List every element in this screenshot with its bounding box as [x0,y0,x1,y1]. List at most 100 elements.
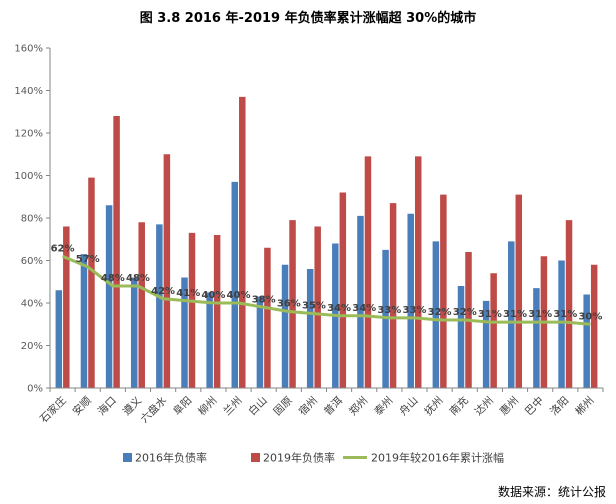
data-label: 40% [201,290,225,301]
bar-2019 [264,247,271,388]
legend-swatch [251,453,260,462]
data-label: 62% [51,243,75,254]
x-tick-label: 洛阳 [547,394,571,418]
growth-line-path [61,254,591,326]
bar-2019 [63,226,70,388]
bar-2016 [533,288,540,388]
x-tick-label: 石家庄 [37,394,68,425]
bar-2016 [407,213,414,388]
chart-title: 图 3.8 2016 年-2019 年负债率累计涨幅超 30%的城市 [140,10,477,26]
bar-2019 [239,96,246,388]
x-tick-label: 郑州 [346,394,370,418]
data-label: 33% [377,305,401,316]
y-tick-label: 60% [21,256,43,267]
data-label: 42% [151,286,175,297]
bar-2016 [583,294,590,388]
x-tick-label: 安顺 [70,394,94,418]
bar-2016 [482,300,490,388]
legend-label: 2016年负债率 [135,451,207,465]
data-labels: 62%57%48% 48%42% 41% 40% 40% 38% 36% 35% 34% 34% 3… [51,243,603,322]
y-tick-label: 160% [14,44,43,55]
bar-2016 [55,290,63,388]
x-tick-label: 达州 [473,395,496,418]
y-axis: 0% 20% 40% 60% 80% 100% 120% 140% 160% [14,44,51,395]
data-label: 31% [478,309,502,320]
bar-2016 [130,277,138,388]
x-tick-label: 六盘水 [138,394,170,426]
y-tick-label: 80% [21,214,43,225]
bar-2016 [256,296,264,388]
bar-2016 [105,205,113,388]
x-tick-label: 兰州 [221,394,245,418]
data-label: 35% [302,301,326,312]
y-tick-label: 0% [27,384,43,395]
bar-2016 [306,269,314,388]
x-tick-label: 固原 [272,395,295,418]
data-label: 32% [428,307,452,318]
bar-2019 [590,264,598,388]
data-label: 57% [76,254,100,265]
bar-2016 [558,260,565,388]
legend-label: 2019年较2016年累计涨幅 [371,451,504,465]
legend: 2016年负债率 2019年负债率 2019年较2016年累计涨幅 [123,451,504,465]
y-tick-label: 20% [21,341,43,352]
bar-2019 [565,220,573,388]
x-tick-label: 舟山 [397,394,421,418]
x-tick-label: 普洱 [321,394,345,418]
y-tick-label: 120% [14,129,43,140]
data-label: 36% [277,299,301,310]
bar-2019 [440,194,447,388]
bar-2019 [88,177,95,388]
bar-2019 [113,116,120,388]
x-tick-label: 柳州 [195,394,219,418]
x-tick-label: 阜阳 [170,394,194,418]
bar-2016 [206,292,213,388]
bar-2016 [231,181,239,388]
x-tick-label: 海口 [95,394,119,418]
bar-2019 [314,226,321,388]
x-tick-label: 巴中 [522,394,546,418]
data-label: 33% [403,305,427,316]
x-tick-label: 惠州 [497,394,521,418]
bar-2019 [339,192,347,388]
x-tick-label: 宿州 [296,394,320,418]
y-tick-label: 40% [21,299,43,310]
data-label: 34% [352,303,376,314]
x-tick-label: 泰州 [371,394,395,418]
data-label: 32% [453,307,477,318]
data-label: 30% [578,311,602,322]
bar-2019 [364,156,372,388]
data-label: 48% [101,273,125,284]
bar-2016 [508,241,515,388]
legend-swatch [123,453,132,462]
bar-2019 [414,156,422,388]
data-label: 40% [227,290,251,301]
x-tick-label: 南充 [447,394,471,418]
bar-2019 [490,273,497,388]
data-label: 31% [528,309,552,320]
bar-2019 [188,232,196,388]
bar-2016 [457,286,465,388]
bar-2019 [213,235,221,388]
bar-2016 [181,277,188,388]
bars [55,96,598,388]
data-label: 31% [503,309,527,320]
data-label: 41% [176,288,200,299]
y-tick-label: 140% [14,86,43,97]
x-tick-label: 郴州 [573,394,597,418]
bar-2019 [163,154,171,388]
bar-2016 [357,215,364,388]
y-tick-label: 100% [14,171,43,182]
bar-2016 [432,241,440,388]
bar-2019 [138,222,145,388]
x-tick-label: 抚州 [422,395,445,418]
growth-line [61,254,591,326]
bar-2016 [281,264,289,388]
x-tick-label: 白山 [246,394,270,418]
bar-2019 [289,220,296,388]
source-note: 数据来源：统计公报 [498,484,606,499]
data-label: 48% [126,273,150,284]
bar-2016 [80,254,88,388]
